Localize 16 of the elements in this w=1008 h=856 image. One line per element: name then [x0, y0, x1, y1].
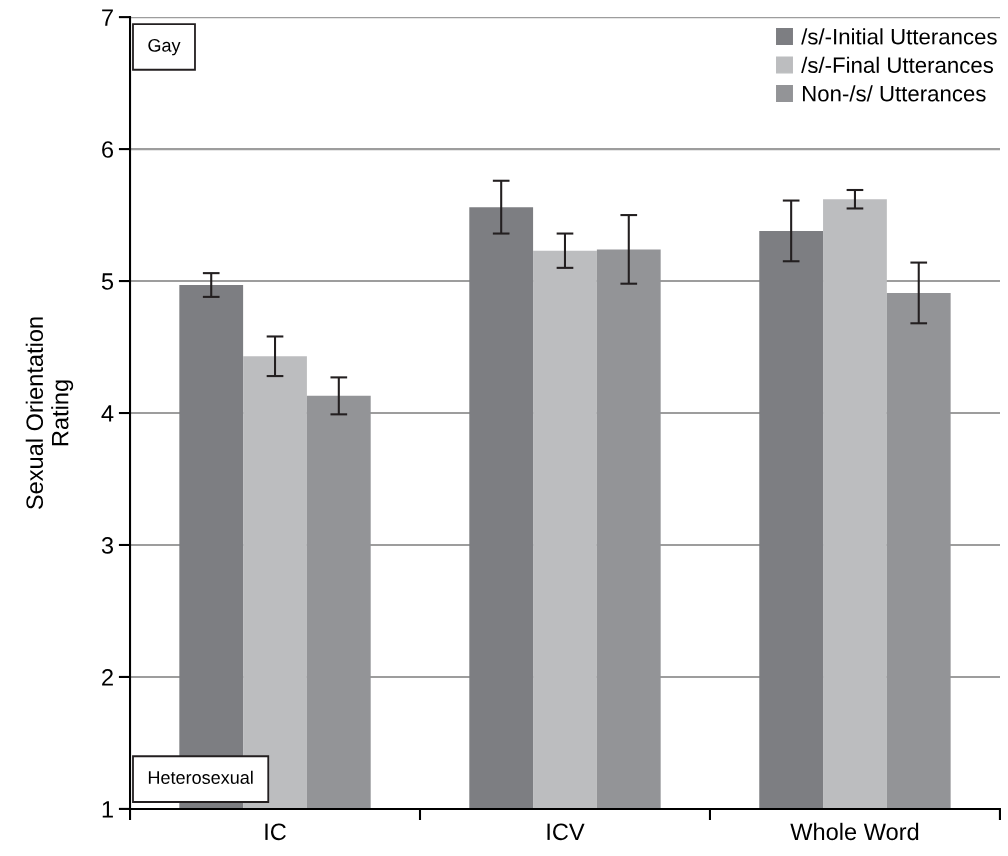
y-tick-label: 2 — [102, 669, 113, 686]
y-tick-label: 5 — [101, 273, 114, 290]
legend-label: /s/-Initial Utterances — [801, 28, 997, 45]
y-tick-label: 7 — [102, 9, 113, 26]
annotation: Gay — [148, 38, 181, 56]
legend-label: Non-/s/ Utterances — [802, 85, 986, 102]
y-axis-title: Sexual Orientation Rating — [25, 317, 74, 510]
y-tick-label: 3 — [101, 537, 114, 554]
x-tick-label: Whole Word — [790, 822, 919, 841]
x-tick-label: IC — [265, 823, 286, 841]
y-tick-label: 6 — [102, 141, 114, 158]
y-tick-label: 1 — [102, 801, 113, 818]
y-tick-label: 4 — [101, 405, 114, 422]
annotation: Heterosexual — [148, 770, 253, 784]
legend-label: /s/-Final Utterances — [801, 56, 994, 74]
x-tick-label: ICV — [547, 823, 585, 841]
